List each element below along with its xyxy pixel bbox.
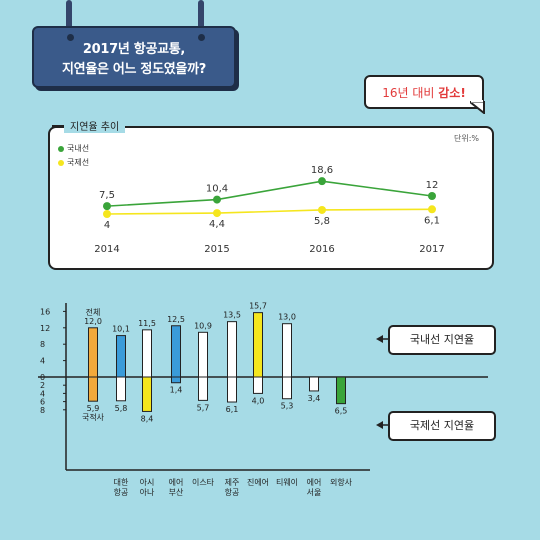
category-label-2-line-1: 아나 <box>139 488 155 497</box>
nail-left <box>67 34 74 41</box>
bar-domestic-label-1: 10,1 <box>112 325 130 334</box>
bar-domestic-label-0: 12,0 <box>84 317 102 326</box>
bar-international-label-7: 5,3 <box>281 402 294 411</box>
hanger-left <box>66 0 72 34</box>
bar-domestic-6 <box>253 312 263 378</box>
bar-domestic-0 <box>88 327 98 378</box>
y-tick-down-8: 8 <box>40 406 45 415</box>
bubble-text: 16년 대비 감소! <box>366 84 482 101</box>
bar-international-label-4: 5,7 <box>197 403 210 412</box>
y-tick-up-16: 16 <box>40 307 50 316</box>
panel-title-rule <box>52 125 64 127</box>
bar-international-0 <box>88 376 98 402</box>
category-label-4-line-0: 이스타 <box>191 478 215 487</box>
bar-international-label-3: 1,4 <box>170 386 183 395</box>
line-chart-title: 지연율 추이 <box>64 118 126 133</box>
bar-domestic-1 <box>116 335 126 378</box>
y-tick-up-8: 8 <box>40 340 45 349</box>
hanger-right <box>198 0 204 34</box>
bubble-prefix: 16년 대비 <box>382 86 439 100</box>
bar-international-8 <box>309 376 319 392</box>
bar-domestic-label-6: 15,7 <box>249 302 267 311</box>
category-label-7: 티웨이 <box>274 478 300 488</box>
category-label-5-line-0: 제주 <box>224 478 240 487</box>
category-label-9-line-0: 외항사 <box>329 478 353 487</box>
category-label-1-line-1: 항공 <box>113 488 129 497</box>
bar-international-9 <box>336 376 346 405</box>
category-label-1-line-0: 대한 <box>113 478 129 487</box>
speech-bubble: 16년 대비 감소! <box>364 75 484 109</box>
bar-domestic-label-5: 13,5 <box>223 311 241 320</box>
bar-domestic-label-2: 11,5 <box>138 319 156 328</box>
legend-international-dot <box>58 159 64 166</box>
line-chart-panel <box>48 126 494 270</box>
category-label-2: 아시 아나 <box>134 478 160 498</box>
bar-international-label-5: 6,1 <box>226 405 239 414</box>
bubble-emphasis: 감소! <box>438 86 466 100</box>
bar-domestic-3 <box>171 325 181 378</box>
y-tick-up-4: 4 <box>40 357 45 366</box>
page-title-line1: 2017년 항공교통, <box>82 42 186 57</box>
bar-domestic-2 <box>142 329 152 378</box>
page-title-line2: 지연율은 어느 정도였을까? <box>62 62 206 77</box>
bubble-tail <box>470 100 485 114</box>
category-label-8-line-0: 에어 <box>306 478 322 487</box>
category-label-7-line-0: 티웨이 <box>275 478 299 487</box>
category-label-6: 진에어 <box>245 478 271 488</box>
category-label-3-line-1: 부산 <box>168 488 184 497</box>
category-label-8-line-1: 서울 <box>306 488 322 497</box>
bar-domestic-7 <box>282 323 292 378</box>
bar-domestic-5 <box>227 321 237 378</box>
category-label-3: 에어 부산 <box>163 478 189 498</box>
category-label-2-line-0: 아시 <box>139 478 155 487</box>
bar-international-4 <box>198 376 208 401</box>
bar-domestic-label-7: 13,0 <box>278 313 296 322</box>
legend-domestic: 국내선 <box>58 143 89 154</box>
bar-international-label-8: 3,4 <box>308 394 321 403</box>
category-label-9: 외항사 <box>328 478 354 488</box>
title-board: 2017년 항공교통, 지연율은 어느 정도였을까? <box>32 26 236 88</box>
bar-international-1 <box>116 376 126 402</box>
y-tick-down-6: 6 <box>40 398 45 407</box>
y-tick-up-12: 12 <box>40 324 50 333</box>
y-tick-down-2: 2 <box>40 381 45 390</box>
callout-international: 국제선 지연율 <box>388 411 496 441</box>
line-chart-unit: 단위:% <box>454 134 480 143</box>
bar-domestic-4 <box>198 331 208 378</box>
bar-international-label-0: 5,9 <box>87 404 100 413</box>
category-label-8: 에어 서울 <box>301 478 327 498</box>
bar-international-label-2: 8,4 <box>141 414 154 423</box>
legend-international-label: 국제선 <box>67 158 90 167</box>
category-label-1: 대한 항공 <box>108 478 134 498</box>
nail-right <box>198 34 205 41</box>
category-label-5: 제주 항공 <box>219 478 245 498</box>
category-label-3-line-0: 에어 <box>168 478 184 487</box>
bar-international-3 <box>171 376 181 384</box>
bar-international-6 <box>253 376 263 394</box>
bar-international-label-1: 5,8 <box>115 404 128 413</box>
bar-international-7 <box>282 376 292 400</box>
bar-international-label-9: 6,5 <box>335 407 348 416</box>
callout-domestic: 국내선 지연율 <box>388 325 496 355</box>
category-label-6-line-0: 진에어 <box>246 478 270 487</box>
y-tick-down-4: 4 <box>40 389 45 398</box>
bar-domestic-label-3: 12,5 <box>167 315 185 324</box>
bar-first-bottom-label: 국적사 <box>82 412 105 422</box>
bar-international-5 <box>227 376 237 403</box>
category-label-5-line-1: 항공 <box>224 488 240 497</box>
bar-domestic-label-4: 10,9 <box>194 321 212 330</box>
bar-international-label-6: 4,0 <box>252 396 265 405</box>
legend-domestic-dot <box>58 145 64 152</box>
legend-domestic-label: 국내선 <box>67 144 90 153</box>
y-tick-up-0: 0 <box>40 373 45 382</box>
bar-first-top-label: 전체 <box>86 307 101 317</box>
bar-international-2 <box>142 376 152 412</box>
category-label-4: 이스타 <box>190 478 216 488</box>
legend-international: 국제선 <box>58 157 89 168</box>
